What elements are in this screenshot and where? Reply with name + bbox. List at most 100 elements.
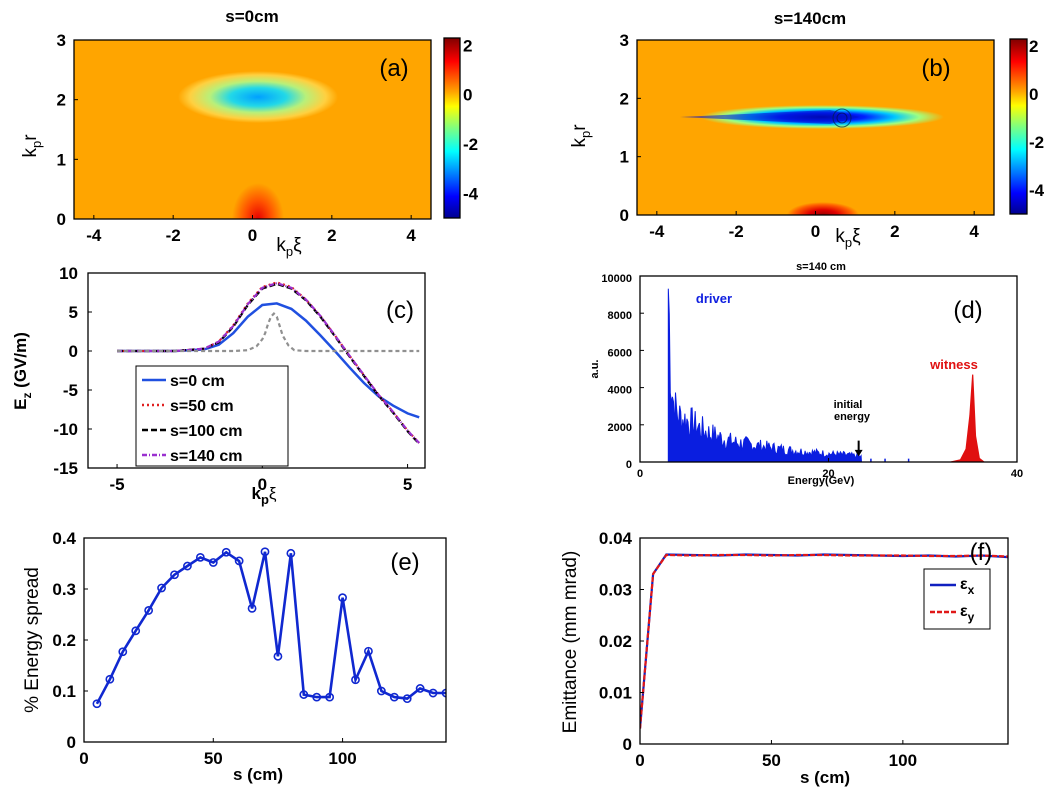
panel-c-ylabel: Ez (GV/m) [11, 332, 34, 410]
panel-a-xtick-label: 0 [248, 226, 257, 245]
panel-f-ytick-label: 0.03 [599, 581, 632, 600]
panel-c-legend: s=0 cm s=50 cm s=100 cm s=140 cm [135, 365, 289, 467]
panel-a-xtick-label: 2 [327, 226, 336, 245]
panel-e-marker [402, 694, 412, 704]
panel-b-colorbar-tick: 0 [1029, 85, 1038, 104]
panel-c-xtick-label: 5 [403, 475, 412, 494]
panel-c: -5 0 5 -15 -10 -5 0 5 10 (c) Ez (GV/m) kpξ s=0 c… [11, 264, 426, 507]
panel-c-ytick-label: -5 [63, 381, 78, 400]
panel-b-cavity-core [680, 110, 860, 124]
panel-f-ytick-label: 0.02 [599, 632, 632, 651]
panel-a-colorbar-tick: 2 [463, 36, 472, 55]
panel-a-colorbar-tick: 0 [463, 86, 472, 105]
panel-d-initial-annotation-line2: energy [834, 411, 871, 423]
panel-c-series-line [117, 281, 421, 444]
panel-a-ytick-label: 0 [57, 210, 66, 229]
panel-e-xtick-label: 50 [204, 749, 223, 768]
panel-d-ytick-label: 2000 [608, 422, 632, 434]
panel-d-title: s=140 cm [796, 261, 846, 273]
panel-b-ring-inner [836, 112, 848, 124]
panel-e-marker [105, 674, 115, 684]
panel-a-colorbar-tick: -4 [463, 184, 479, 203]
panel-e-marker [170, 570, 179, 580]
panel-b-colorbar-tick: 2 [1029, 37, 1038, 56]
svg-text:kpr: kpr [20, 134, 44, 158]
panel-d-xtick-label: 40 [1011, 468, 1023, 480]
panel-b-ring [832, 108, 852, 128]
panel-a-xtick-label: -4 [86, 226, 102, 245]
panel-e-marker [195, 552, 205, 562]
panel-f-legend-box [923, 568, 991, 630]
panel-f-ytick-label: 0.04 [599, 529, 633, 548]
panel-a-cavity [178, 71, 338, 123]
panel-b-ticks: -4 -2 0 2 4 0 1 2 3 [620, 31, 980, 241]
panel-f: 0 50 100 0 0.01 0.02 0.03 0.04 (f) Emittance (m… [560, 529, 1009, 787]
panel-c-ticks: -5 0 5 -15 -10 -5 0 5 10 [53, 264, 412, 494]
panel-e-ytick-label: 0.4 [52, 529, 76, 548]
panel-d-label: (d) [953, 297, 982, 324]
panel-b-colorbar-scale [1010, 39, 1027, 214]
panel-e-marker [157, 583, 166, 593]
panel-b-drive-beam [787, 202, 859, 215]
panel-a: s=0cm -4 -2 0 2 4 0 1 2 3 (a) -4 -2 0 2 kpr kpξ [20, 7, 479, 259]
svg-text:a.u.: a.u. [589, 360, 601, 379]
panel-e-marker [415, 684, 425, 693]
panel-e-ticks: 0 50 100 0 0.1 0.2 0.3 0.4 [52, 529, 356, 768]
panel-a-colorbar-scale [444, 38, 460, 218]
panel-e-ytick-label: 0.2 [52, 631, 76, 650]
panel-e-marker [183, 561, 192, 571]
panel-a-ytick-label: 2 [57, 91, 66, 110]
panel-b-colorbar: -4 -2 0 2 [1009, 37, 1045, 215]
panel-f-label: (f) [970, 539, 993, 566]
panel-c-ytick-label: -15 [53, 459, 78, 478]
panel-b-xtick-label: 4 [969, 222, 979, 241]
panel-e-marker [312, 692, 322, 702]
panel-b-xtick-label: 0 [811, 222, 820, 241]
panel-e-marker [364, 646, 373, 656]
panel-f-ylabel: Emittance (mm mrad) [560, 551, 581, 734]
panel-e-xtick-label: 100 [328, 749, 356, 768]
panel-e-marker [92, 699, 102, 709]
panel-a-colorbar-tick: -2 [463, 135, 478, 154]
panel-e-marker [118, 647, 128, 657]
panel-d-witness-spectrum [950, 374, 985, 462]
panel-c-frame [87, 272, 426, 469]
panel-e-marker [208, 558, 218, 567]
panel-e-line [95, 550, 446, 705]
panel-e-ytick-label: 0 [67, 733, 76, 752]
panel-f-xtick-label: 50 [762, 751, 781, 770]
panel-c-legend-label: s=100 cm [170, 423, 243, 440]
panel-e-ytick-label: 0.3 [52, 580, 76, 599]
svg-text:kpr: kpr [569, 124, 593, 148]
panel-f-xtick-label: 100 [889, 751, 917, 770]
panel-b-colorbar-tick: -2 [1029, 133, 1044, 152]
panel-b-colorbar-frame [1009, 38, 1028, 215]
panel-b-xlabel: kpξ [835, 226, 861, 250]
panel-e-marker [273, 651, 283, 661]
panel-a-colorbar-frame [443, 37, 461, 219]
panel-e-ylabel: % Energy spread [22, 567, 43, 713]
panel-c-legend-label: s=140 cm [170, 448, 243, 465]
panel-c-ytick-label: 0 [69, 342, 78, 361]
panel-a-ticks: -4 -2 0 2 4 0 1 2 3 [57, 31, 417, 245]
panel-c-xtick-label: 0 [258, 475, 267, 494]
panel-c-series-line [117, 311, 420, 353]
panel-d-ytick-label: 4000 [608, 385, 632, 397]
panel-d-initial-energy-arrow [854, 440, 863, 457]
panel-e: 0 50 10000.10.20.30.4 (e) % Energy spread … [22, 529, 447, 784]
panel-e-label: (e) [390, 549, 419, 576]
panel-c-legend-label: s=0 cm [170, 373, 225, 390]
panel-b-colorbar-tick: -4 [1029, 181, 1045, 200]
panel-e-marker [299, 690, 309, 699]
panel-a-xlabel: kpξ [276, 235, 302, 259]
panel-d-ytick-label: 10000 [601, 273, 632, 285]
panel-e-xtick-label: 0 [79, 749, 88, 768]
panel-e-marker [234, 556, 244, 566]
panel-e-marker [144, 606, 154, 615]
panel-d-ytick-label: 0 [626, 459, 632, 471]
panel-b-xtick-label: -2 [729, 222, 744, 241]
panel-f-legend: εx εy [923, 568, 991, 630]
panel-a-ytick-label: 3 [57, 31, 66, 50]
panel-d-arrow-head [854, 449, 863, 457]
panel-b-xtick-label: 2 [890, 222, 899, 241]
